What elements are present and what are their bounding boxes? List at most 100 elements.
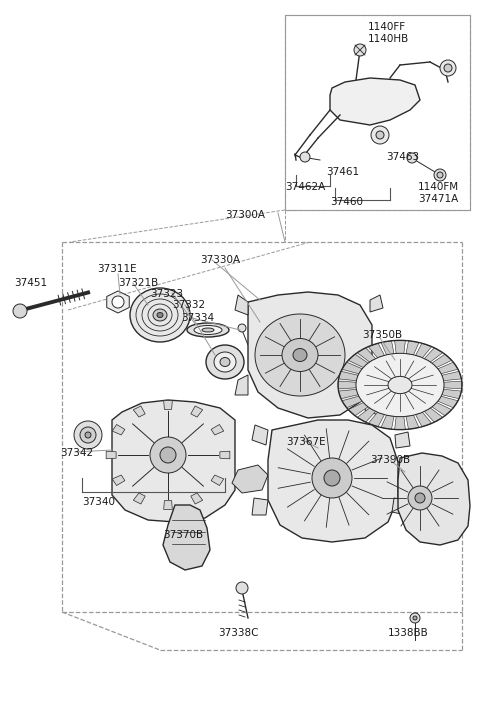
Polygon shape [368, 412, 384, 427]
Polygon shape [248, 292, 372, 418]
Circle shape [160, 447, 176, 463]
Polygon shape [381, 341, 394, 355]
Text: 37390B: 37390B [370, 455, 410, 465]
Polygon shape [191, 406, 203, 417]
Circle shape [324, 470, 340, 486]
Polygon shape [395, 341, 406, 354]
Text: 37321B: 37321B [118, 278, 158, 288]
Polygon shape [211, 475, 224, 486]
Polygon shape [442, 371, 461, 380]
Ellipse shape [282, 339, 318, 371]
Polygon shape [235, 295, 248, 315]
Polygon shape [424, 408, 443, 422]
Ellipse shape [157, 312, 163, 317]
Circle shape [376, 131, 384, 139]
Text: 37300A: 37300A [225, 210, 265, 220]
Text: 1338BB: 1338BB [388, 628, 429, 638]
Ellipse shape [130, 288, 190, 342]
Circle shape [444, 64, 452, 72]
Circle shape [85, 432, 91, 438]
Polygon shape [133, 406, 145, 417]
Circle shape [354, 44, 366, 56]
Polygon shape [107, 291, 129, 313]
Polygon shape [342, 396, 362, 408]
Circle shape [407, 153, 417, 163]
Polygon shape [211, 424, 224, 435]
Polygon shape [164, 501, 172, 510]
Polygon shape [338, 390, 358, 399]
Ellipse shape [214, 352, 236, 372]
Polygon shape [406, 415, 419, 429]
Polygon shape [338, 381, 356, 389]
Text: 37332: 37332 [172, 300, 205, 310]
Text: 37338C: 37338C [218, 628, 259, 638]
Circle shape [413, 616, 417, 620]
Polygon shape [395, 416, 406, 429]
Circle shape [13, 304, 27, 318]
Circle shape [437, 172, 443, 178]
Text: 37334: 37334 [181, 313, 214, 323]
Text: 37330A: 37330A [200, 255, 240, 265]
Polygon shape [106, 451, 116, 459]
Polygon shape [416, 343, 432, 358]
Text: 37340: 37340 [82, 497, 115, 507]
Polygon shape [220, 451, 230, 459]
Text: 37350B: 37350B [362, 330, 402, 340]
Circle shape [312, 458, 352, 498]
Polygon shape [357, 408, 376, 422]
Ellipse shape [206, 345, 244, 379]
Circle shape [408, 486, 432, 510]
Polygon shape [330, 78, 420, 125]
Polygon shape [398, 453, 470, 545]
Circle shape [112, 296, 124, 308]
Polygon shape [164, 401, 172, 409]
Text: 37370B: 37370B [163, 530, 203, 540]
Text: 37323: 37323 [150, 289, 183, 299]
Ellipse shape [187, 323, 229, 337]
Text: 37451: 37451 [14, 278, 47, 288]
Polygon shape [133, 493, 145, 504]
Polygon shape [163, 505, 210, 570]
Polygon shape [252, 425, 268, 445]
Circle shape [150, 437, 186, 473]
Ellipse shape [255, 314, 345, 396]
Ellipse shape [220, 358, 230, 366]
Text: 37471A: 37471A [418, 194, 458, 204]
Polygon shape [416, 412, 432, 427]
Polygon shape [268, 420, 398, 542]
Polygon shape [442, 390, 461, 399]
Circle shape [74, 421, 102, 449]
Circle shape [236, 582, 248, 594]
Circle shape [238, 324, 246, 332]
Polygon shape [191, 493, 203, 504]
Polygon shape [381, 415, 394, 429]
Text: 37460: 37460 [330, 197, 363, 207]
Circle shape [80, 427, 96, 443]
Circle shape [300, 152, 310, 162]
Ellipse shape [202, 328, 214, 332]
Text: 37367E: 37367E [286, 437, 325, 447]
Polygon shape [342, 362, 362, 374]
Polygon shape [424, 348, 443, 362]
Polygon shape [338, 371, 358, 380]
Polygon shape [370, 295, 383, 312]
Text: 1140HB: 1140HB [368, 34, 409, 44]
Circle shape [434, 169, 446, 181]
Circle shape [415, 493, 425, 503]
Circle shape [440, 60, 456, 76]
Polygon shape [438, 362, 458, 374]
Polygon shape [438, 396, 458, 408]
Ellipse shape [153, 309, 167, 321]
Polygon shape [272, 465, 298, 488]
Ellipse shape [194, 325, 222, 334]
Polygon shape [444, 381, 462, 389]
Ellipse shape [388, 376, 412, 394]
Polygon shape [368, 343, 384, 358]
Polygon shape [365, 395, 378, 415]
Polygon shape [357, 348, 376, 362]
Text: 37342: 37342 [60, 448, 93, 458]
Text: 1140FF: 1140FF [368, 22, 406, 32]
Polygon shape [395, 432, 410, 448]
Polygon shape [432, 402, 452, 416]
Ellipse shape [293, 349, 307, 361]
